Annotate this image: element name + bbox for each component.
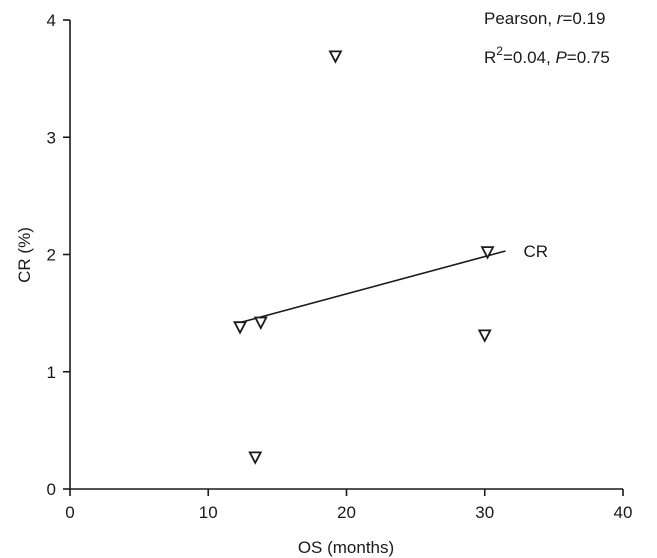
ticks: 0 10 20 30 40 0 1 2 3 4 xyxy=(47,11,633,522)
x-tick-label: 30 xyxy=(475,503,494,522)
y-axis-title: CR (%) xyxy=(15,227,34,283)
data-point xyxy=(233,321,248,335)
x-tick-label: 10 xyxy=(199,503,218,522)
r-squared-value: =0.04, xyxy=(503,48,555,67)
y-tick-label: 1 xyxy=(47,363,56,382)
regression-line xyxy=(235,250,506,325)
x-tick-label: 20 xyxy=(337,503,356,522)
y-tick-label: 3 xyxy=(47,128,56,147)
y-tick-label: 4 xyxy=(47,11,56,30)
y-tick-label: 0 xyxy=(47,480,56,499)
pearson-prefix: Pearson, xyxy=(484,9,557,28)
r-squared-symbol: R xyxy=(484,48,496,67)
data-points xyxy=(233,50,495,465)
r-squared-superscript: 2 xyxy=(496,44,503,58)
p-value: =0.75 xyxy=(567,48,610,67)
pearson-annotation: Pearson, r=0.19 xyxy=(484,9,605,28)
r-squared-annotation: R2=0.04, P=0.75 xyxy=(484,44,610,67)
data-point xyxy=(253,316,268,330)
data-point xyxy=(480,246,495,260)
regression-line-label: CR xyxy=(523,242,548,261)
p-symbol: P xyxy=(555,48,567,67)
x-axis-title: OS (months) xyxy=(298,538,394,557)
data-point xyxy=(248,451,263,465)
fit-line-group: CR xyxy=(235,242,548,325)
pearson-r-symbol: r xyxy=(557,9,564,28)
y-tick-label: 2 xyxy=(47,246,56,265)
data-point xyxy=(328,50,343,64)
x-tick-label: 0 xyxy=(65,503,74,522)
data-point xyxy=(477,329,492,343)
x-tick-label: 40 xyxy=(614,503,633,522)
pearson-r-value: =0.19 xyxy=(562,9,605,28)
